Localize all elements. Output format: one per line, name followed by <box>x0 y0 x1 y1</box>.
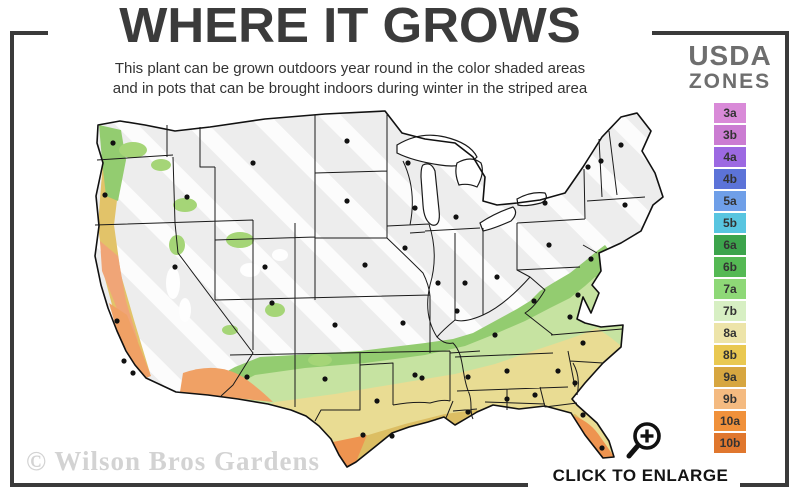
legend-zone-chip: 3b <box>714 125 746 145</box>
legend-title-usda: USDA <box>688 40 772 71</box>
legend-zone-chip: 6b <box>714 257 746 277</box>
socal-orange <box>109 303 151 378</box>
legend-zone-chip: 4b <box>714 169 746 189</box>
lake-erie <box>479 206 517 232</box>
legend-zone-chip: 5a <box>714 191 746 211</box>
legend-zone-chip: 8a <box>714 323 746 343</box>
legend-zones: 3a 3b 4a 4b 5a 5b 6a 6b 7a 7b 8a 8b 9a 9b 10a 10b <box>714 103 746 455</box>
page-title: WHERE IT GROWS <box>119 0 581 53</box>
frame-left <box>10 31 14 487</box>
legend-zone-chip: 4a <box>714 147 746 167</box>
map-zone-fills <box>95 111 663 467</box>
south-texas-orange <box>328 435 367 467</box>
legend-title: USDA ZONES <box>660 42 800 94</box>
legend-title-zones: ZONES <box>688 70 772 93</box>
frame-right <box>785 31 789 487</box>
legend-zone-chip: 8b <box>714 345 746 365</box>
mountain-white-patches <box>166 249 288 322</box>
legend-zone-chip: 9a <box>714 367 746 387</box>
lake-michigan <box>420 163 440 226</box>
subtitle-line-2: and in pots that can be brought indoors … <box>112 79 588 97</box>
legend-zone-chip: 10b <box>714 433 746 453</box>
legend-zone-chip: 10a <box>714 411 746 431</box>
legend-zone-chip: 6a <box>714 235 746 255</box>
us-zone-map[interactable] <box>25 105 675 475</box>
frame-bottom-right <box>740 483 789 487</box>
legend-zone-chip: 7a <box>714 279 746 299</box>
page-subtitle: This plant can be grown outdoors year ro… <box>20 59 680 98</box>
legend-zone-chip: 5b <box>714 213 746 233</box>
inland-green-patches <box>119 142 332 366</box>
washington-coast-green <box>99 125 126 201</box>
click-to-enlarge-button[interactable]: CLICK TO ENLARGE <box>552 466 729 485</box>
legend-zone-chip: 9b <box>714 389 746 409</box>
legend-zone-chip: 7b <box>714 301 746 321</box>
west-coast-gold <box>98 160 150 373</box>
subtitle-line-1: This plant can be grown outdoors year ro… <box>114 60 586 77</box>
arizona-orange <box>180 367 273 402</box>
city-dots <box>102 138 628 451</box>
frame-bottom-left <box>10 483 528 487</box>
frame-top-right <box>652 31 789 35</box>
legend-zone-chip: 3a <box>714 103 746 123</box>
frame-top-left <box>10 31 48 35</box>
lake-huron <box>455 158 483 188</box>
watermark: © Wilson Bros Gardens <box>26 446 320 476</box>
magnifier-icon[interactable] <box>620 418 668 464</box>
lake-superior <box>396 134 478 167</box>
state-borders <box>94 113 646 422</box>
